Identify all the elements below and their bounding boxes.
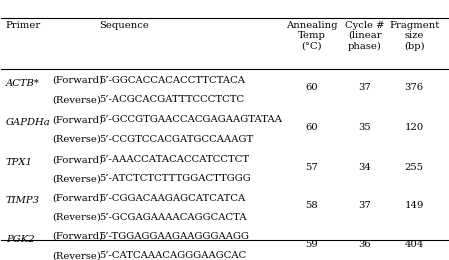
- Text: (Reverse): (Reverse): [53, 251, 101, 260]
- Text: 404: 404: [405, 239, 424, 249]
- Text: 58: 58: [305, 201, 318, 210]
- Text: Annealing
Temp
(°C): Annealing Temp (°C): [286, 21, 337, 50]
- Text: 36: 36: [359, 239, 371, 249]
- Text: (Forward): (Forward): [53, 193, 104, 203]
- Text: PGK2: PGK2: [6, 235, 35, 244]
- Text: 5’-ACGCACGATTTCCCTCTC: 5’-ACGCACGATTTCCCTCTC: [100, 95, 245, 104]
- Text: 35: 35: [359, 123, 371, 132]
- Text: 5’-GCCGTGAACCACGAGAAGTATAA: 5’-GCCGTGAACCACGAGAAGTATAA: [100, 115, 282, 125]
- Text: TPX1: TPX1: [6, 158, 33, 167]
- Text: (Reverse): (Reverse): [53, 135, 101, 144]
- Text: 5’-GGCACCACACCTTCTACA: 5’-GGCACCACACCTTCTACA: [100, 76, 246, 85]
- Text: (Reverse): (Reverse): [53, 95, 101, 104]
- Text: Sequence: Sequence: [100, 21, 150, 30]
- Text: Cycle #
(linear
phase): Cycle # (linear phase): [345, 21, 385, 50]
- Text: (Forward): (Forward): [53, 76, 104, 85]
- Text: (Reverse): (Reverse): [53, 174, 101, 183]
- Text: 5’-GCGAGAAAACAGGCACTA: 5’-GCGAGAAAACAGGCACTA: [100, 213, 247, 222]
- Text: 5’-CATCAAACAGGGAAGCAC: 5’-CATCAAACAGGGAAGCAC: [100, 251, 247, 260]
- Text: (Forward): (Forward): [53, 155, 104, 164]
- Text: Fragment
size
(bp): Fragment size (bp): [389, 21, 439, 50]
- Text: 5’-AAACCATACACCATCCTCT: 5’-AAACCATACACCATCCTCT: [100, 155, 250, 164]
- Text: 5’-CGGACAAGAGCATCATCA: 5’-CGGACAAGAGCATCATCA: [100, 193, 246, 203]
- Text: 60: 60: [305, 83, 318, 92]
- Text: 255: 255: [405, 163, 424, 172]
- Text: (Forward): (Forward): [53, 115, 104, 125]
- Text: 149: 149: [405, 201, 424, 210]
- Text: 5’-ATCTCTCTTTGGACTTGGG: 5’-ATCTCTCTTTGGACTTGGG: [100, 174, 251, 183]
- Text: TIMP3: TIMP3: [6, 196, 40, 205]
- Text: GAPDHa: GAPDHa: [6, 118, 51, 127]
- Text: 37: 37: [359, 201, 371, 210]
- Text: Primer: Primer: [6, 21, 41, 30]
- Text: 37: 37: [359, 83, 371, 92]
- Text: 60: 60: [305, 123, 318, 132]
- Text: 120: 120: [405, 123, 424, 132]
- Text: ACTB*: ACTB*: [6, 79, 40, 88]
- Text: 376: 376: [405, 83, 424, 92]
- Text: 59: 59: [305, 239, 318, 249]
- Text: (Forward): (Forward): [53, 232, 104, 241]
- Text: 5’-TGGAGGAAGAAGGGAAGG: 5’-TGGAGGAAGAAGGGAAGG: [100, 232, 250, 241]
- Text: 5’-CCGTCCACGATGCCAAAGT: 5’-CCGTCCACGATGCCAAAGT: [100, 135, 254, 144]
- Text: (Reverse): (Reverse): [53, 213, 101, 222]
- Text: 34: 34: [359, 163, 371, 172]
- Text: 57: 57: [305, 163, 318, 172]
